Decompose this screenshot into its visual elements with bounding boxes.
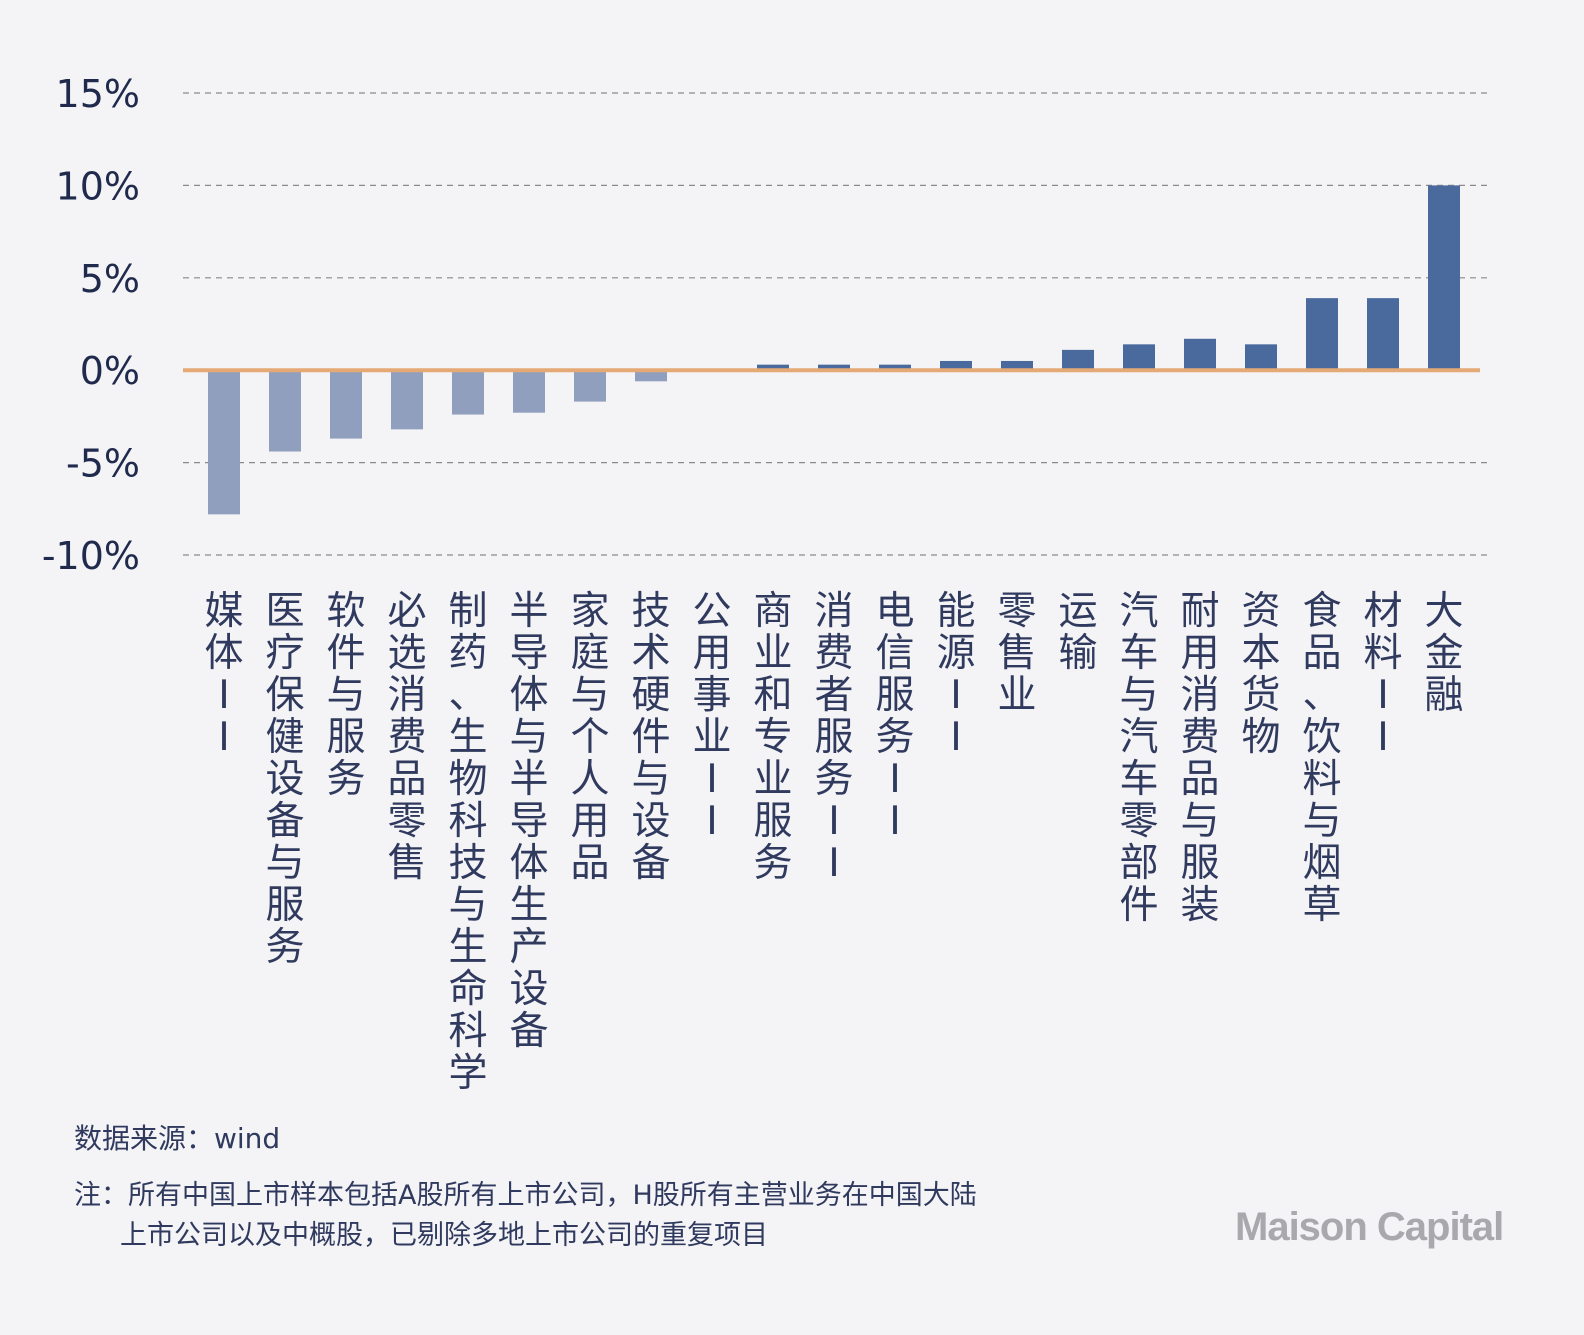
gridlines [183, 92, 1488, 556]
footnote-line-2: 上市公司以及中概股，已剔除多地上市公司的重复项目 [120, 1220, 768, 1251]
bar [208, 370, 240, 515]
bar [635, 370, 667, 382]
y-tick-label: 10% [56, 164, 140, 208]
category-label: 材料 I I [1363, 589, 1402, 760]
bar [269, 370, 301, 452]
category-label: 医疗保健设备与服务 [265, 589, 304, 970]
category-label: 资本货物 [1241, 589, 1280, 760]
bar [1428, 185, 1460, 371]
bar [1367, 298, 1399, 371]
category-label: 食品、饮料与烟草 [1302, 589, 1341, 928]
bar [330, 370, 362, 439]
y-tick-label: -10% [42, 534, 140, 578]
category-label: 半导体与半导体生产设备 [509, 589, 548, 1054]
bar [1062, 349, 1094, 371]
y-tick-label: 5% [80, 257, 140, 301]
y-tick-label: 0% [80, 349, 140, 393]
bar [940, 360, 972, 371]
y-tick-label: -5% [66, 442, 140, 486]
category-label: 商业和专业服务 [753, 589, 792, 886]
bars [208, 185, 1460, 515]
category-label: 软件与服务 [326, 589, 365, 802]
bar [1001, 360, 1033, 371]
bar [452, 370, 484, 415]
bar [1123, 344, 1155, 371]
category-label: 运输 [1058, 589, 1097, 676]
bar [513, 370, 545, 413]
bar [574, 370, 606, 402]
bar [391, 370, 423, 430]
bar [818, 364, 850, 371]
y-tick-label: 15% [56, 72, 140, 116]
bar [879, 364, 911, 371]
bar [1245, 344, 1277, 371]
x-axis-categories: 媒体 I I 医疗保健设备与服务软件与服务必选消费品零售制药、生物科技与生命科学半导体… [204, 589, 1463, 1096]
footnote: 注：所有中国上市样本包括A股所有上市公司，H股所有主营业务在中国大陆 上市公司以… [74, 1176, 1074, 1256]
category-label: 消费者服务 I I [814, 589, 853, 886]
bar [1184, 338, 1216, 371]
footnote-line-1: 注：所有中国上市样本包括A股所有上市公司，H股所有主营业务在中国大陆 [74, 1180, 977, 1211]
y-axis-ticks: 15% 10% 5% 0% -5% -10% [42, 72, 140, 578]
bar [757, 364, 789, 371]
category-label: 必选消费品零售 [387, 589, 426, 886]
category-label: 公用事业 I I [692, 589, 731, 844]
category-label: 制药、生物科技与生命科学 [448, 589, 487, 1096]
category-label: 零售业 [997, 589, 1036, 718]
category-label: 能源 I I [936, 589, 975, 760]
category-label: 电信服务 I I [875, 589, 914, 844]
category-label: 媒体 I I [204, 589, 243, 760]
maison-capital-logo: Maison Capital [1235, 1205, 1504, 1249]
data-source: 数据来源：wind [74, 1122, 281, 1155]
bar [1306, 298, 1338, 371]
category-label: 技术硬件与设备 [631, 589, 670, 886]
category-label: 大金融 [1424, 589, 1463, 718]
category-label: 耐用消费品与服装 [1180, 589, 1219, 928]
category-label: 汽车与汽车零部件 [1119, 589, 1158, 928]
category-label: 家庭与个人用品 [570, 589, 609, 886]
